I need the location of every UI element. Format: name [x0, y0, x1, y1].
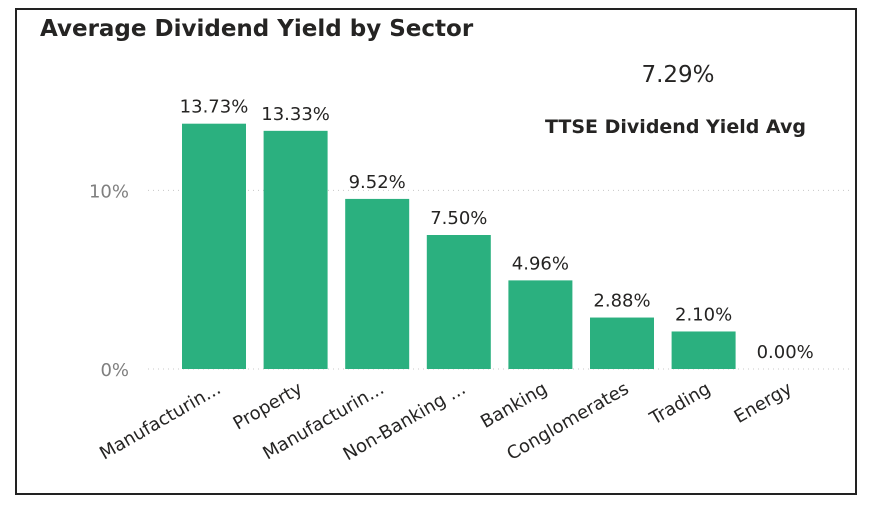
- data-label-6: 2.10%: [675, 304, 732, 325]
- x-category-label-7: Energy: [731, 378, 796, 428]
- bar-0[interactable]: [182, 123, 246, 369]
- x-category-label-0: Manufacturin...: [96, 378, 224, 464]
- bar-6[interactable]: [671, 331, 736, 369]
- data-label-7: 0.00%: [757, 342, 814, 363]
- kpi-value: 7.29%: [641, 62, 715, 88]
- data-label-2: 9.52%: [349, 172, 406, 193]
- data-label-1: 13.33%: [261, 104, 330, 125]
- y-tick-label-0: 0%: [100, 360, 129, 381]
- data-label-0: 13.73%: [180, 97, 249, 118]
- kpi-label: TTSE Dividend Yield Avg: [545, 116, 806, 138]
- bar-2[interactable]: [345, 198, 410, 369]
- chart-title: Average Dividend Yield by Sector: [40, 16, 474, 42]
- bar-5[interactable]: [590, 317, 654, 369]
- x-category-label-6: Trading: [646, 378, 715, 430]
- bar-3[interactable]: [426, 235, 491, 369]
- data-label-3: 7.50%: [430, 208, 487, 229]
- y-tick-label-1: 10%: [89, 181, 129, 202]
- bar-1[interactable]: [263, 130, 328, 369]
- data-label-5: 2.88%: [593, 291, 650, 312]
- bar-4[interactable]: [508, 280, 573, 369]
- data-label-4: 4.96%: [512, 253, 569, 274]
